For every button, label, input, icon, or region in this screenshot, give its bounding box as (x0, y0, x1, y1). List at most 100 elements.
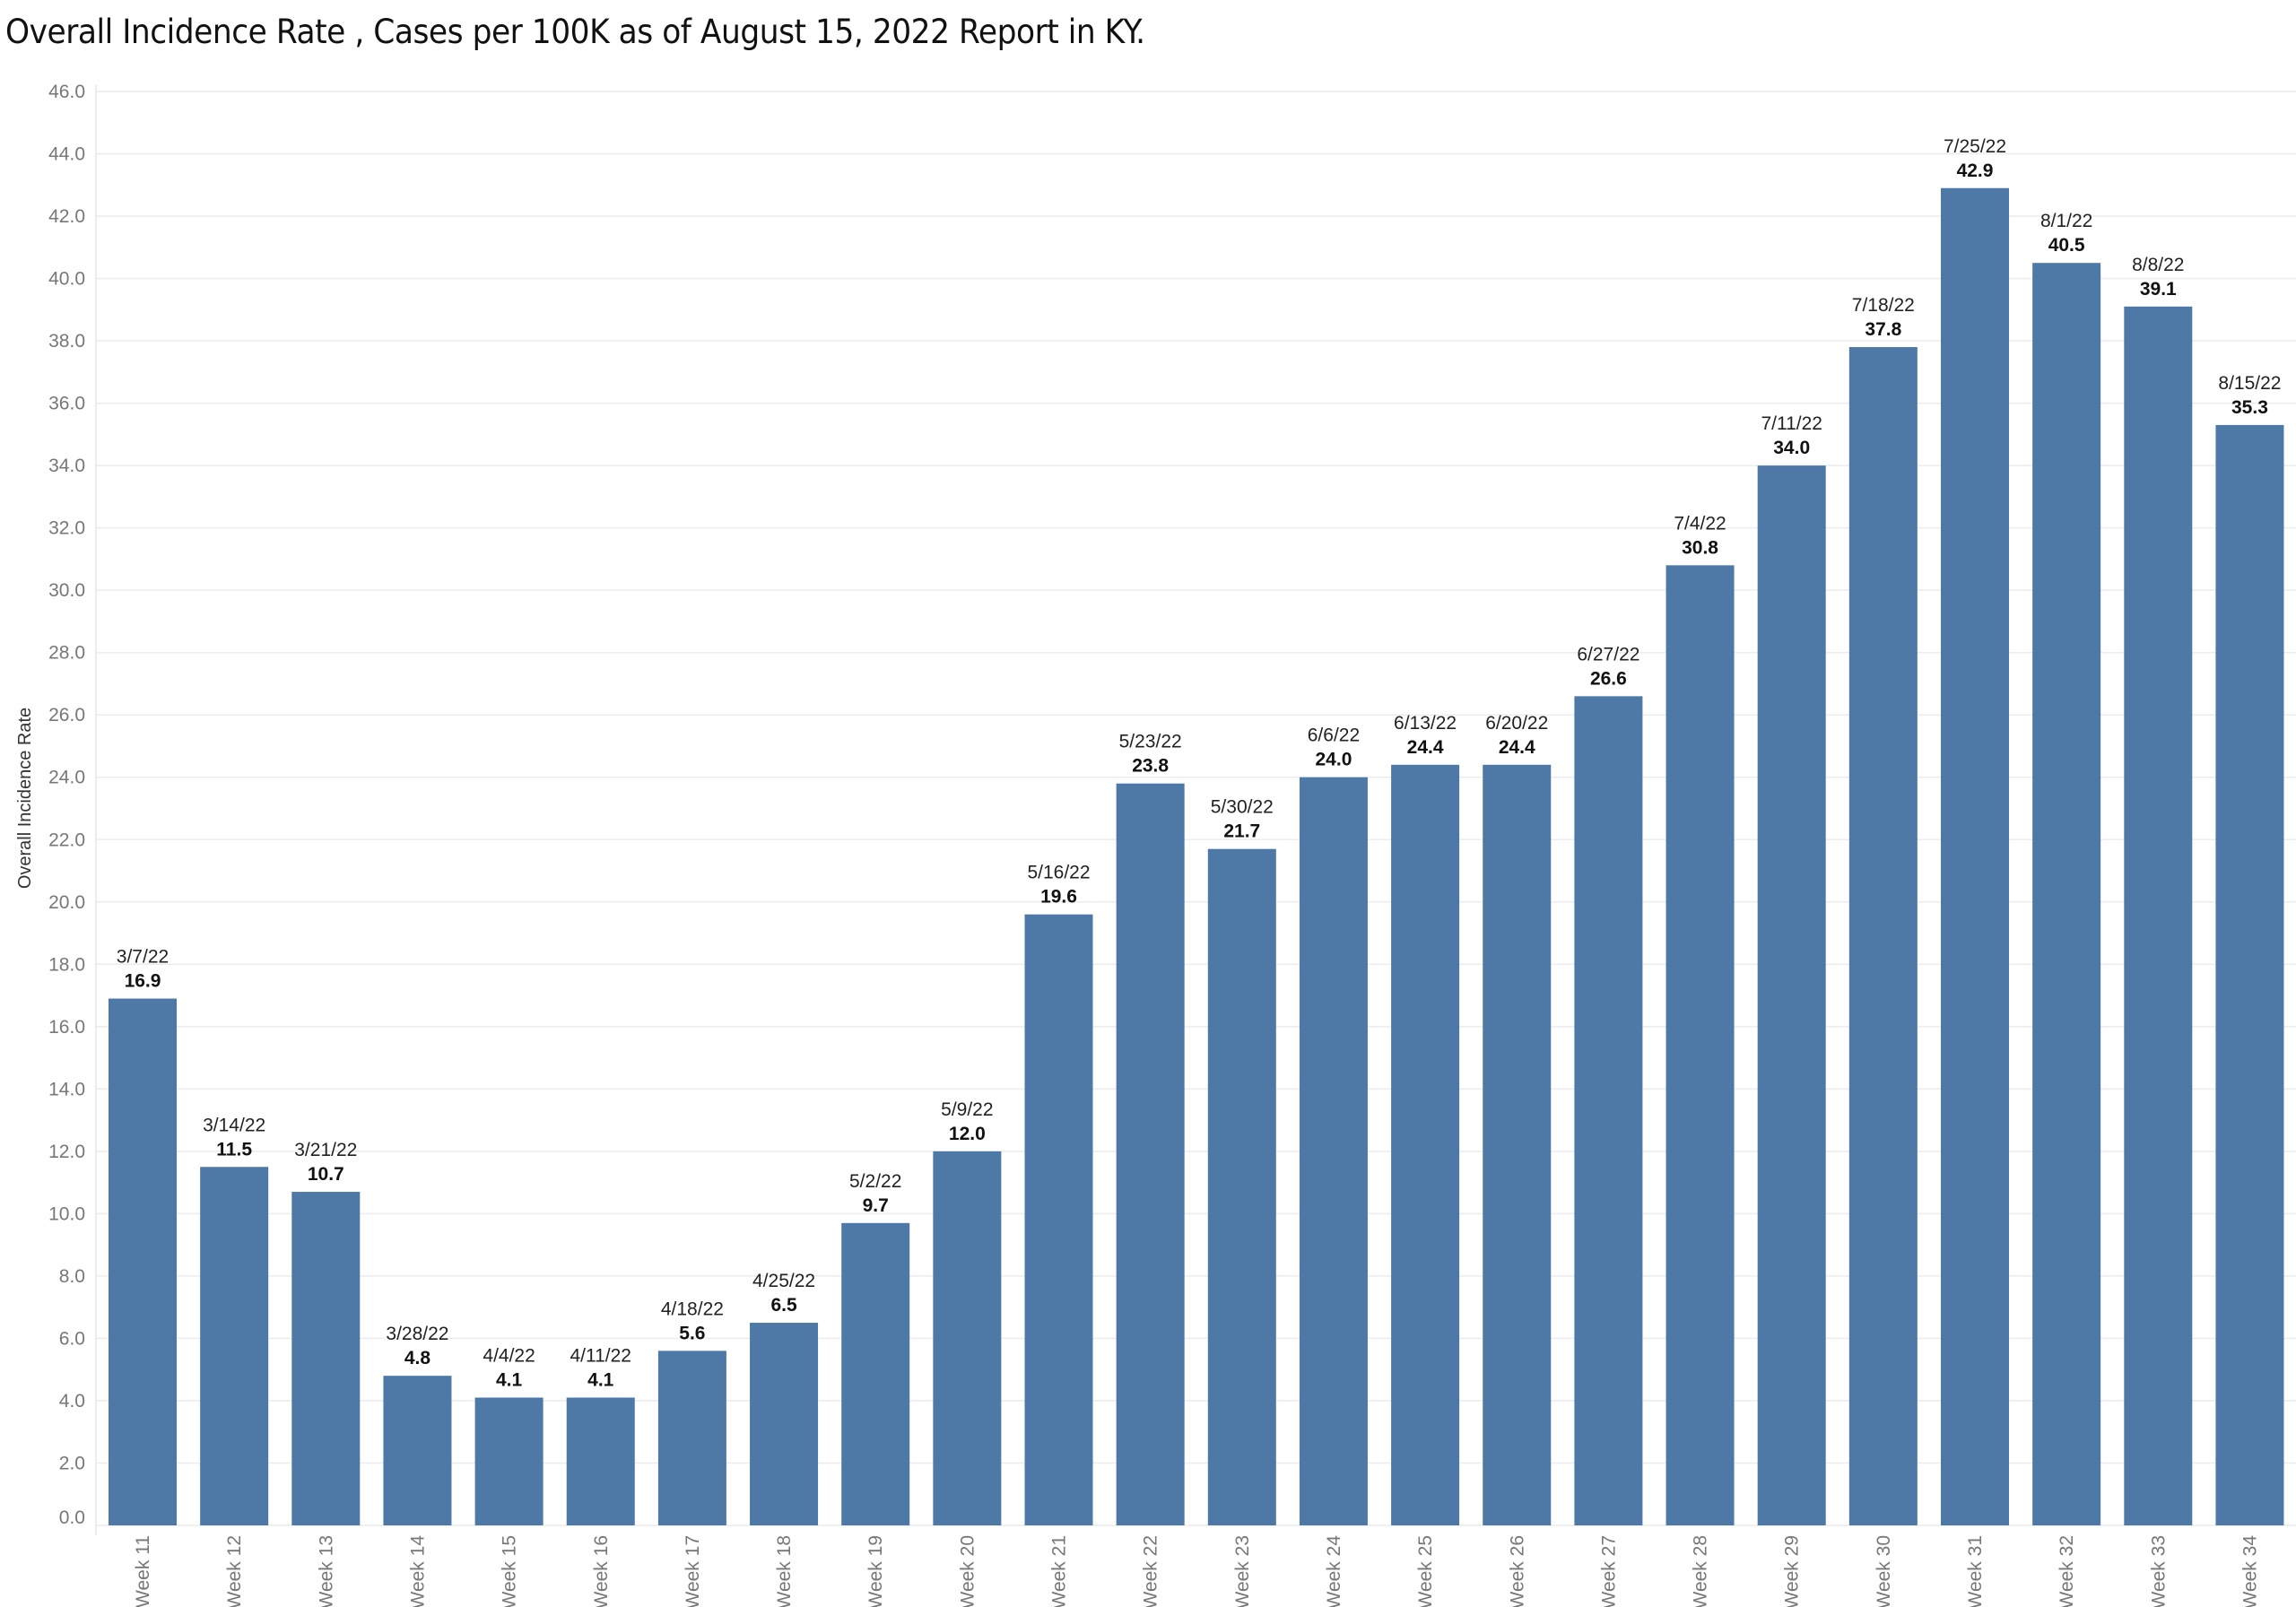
bar[interactable] (2032, 263, 2101, 1525)
bar-date-label: 6/13/22 (1394, 713, 1457, 734)
x-tick-label: Week 19 (865, 1535, 886, 1607)
y-tick-label: 28.0 (48, 643, 85, 664)
bar-date-label: 4/4/22 (483, 1345, 535, 1366)
bar[interactable] (1391, 764, 1460, 1525)
x-tick-label: Week 25 (1415, 1535, 1436, 1607)
x-tick-label: Week 17 (683, 1535, 703, 1607)
bar[interactable] (1665, 565, 1735, 1525)
bar-date-label: 5/30/22 (1211, 797, 1274, 818)
bar-date-label: 8/8/22 (2132, 255, 2184, 275)
data-labels: 3/7/22 16.9 3/14/22 11.5 3/21/22 10.7 3/28/22 4… (117, 136, 2282, 1391)
x-tick-label: Week 13 (316, 1535, 336, 1607)
y-tick-label: 0.0 (59, 1507, 85, 1528)
bar[interactable] (1116, 783, 1185, 1525)
y-tick-label: 30.0 (48, 580, 85, 601)
bar-value-label: 6.5 (770, 1295, 797, 1316)
bar-value-label: 4.1 (587, 1369, 614, 1390)
gridlines (96, 91, 2296, 1526)
x-tick-label: Week 28 (1691, 1535, 1711, 1607)
bar-date-label: 3/7/22 (117, 947, 169, 968)
bar-date-label: 6/6/22 (1308, 725, 1360, 746)
x-tick-label: Week 34 (2239, 1535, 2260, 1607)
bar[interactable] (383, 1376, 452, 1525)
bar[interactable] (566, 1397, 635, 1525)
bar-value-label: 23.8 (1132, 756, 1169, 777)
bar-date-label: 5/16/22 (1027, 863, 1090, 883)
y-tick-label: 46.0 (48, 82, 85, 102)
y-tick-label: 18.0 (48, 954, 85, 975)
bar-value-label: 16.9 (125, 971, 161, 992)
bar[interactable] (657, 1351, 726, 1525)
bar[interactable] (1483, 764, 1552, 1525)
x-tick-label: Week 18 (774, 1535, 795, 1607)
bar-value-label: 4.1 (496, 1369, 523, 1390)
bar[interactable] (1848, 347, 1918, 1526)
bar-date-label: 5/9/22 (941, 1099, 993, 1120)
bar[interactable] (1024, 914, 1093, 1525)
bar[interactable] (1941, 187, 2009, 1526)
bar-date-label: 3/14/22 (203, 1115, 265, 1135)
bar[interactable] (1757, 465, 1826, 1526)
bar-value-label: 24.4 (1499, 737, 1535, 758)
bar-value-label: 11.5 (216, 1139, 252, 1160)
bar[interactable] (2215, 424, 2284, 1526)
y-tick-label: 14.0 (48, 1079, 85, 1099)
y-tick-label: 10.0 (48, 1203, 85, 1224)
x-tick-label: Week 15 (500, 1535, 520, 1607)
y-tick-label: 20.0 (48, 892, 85, 913)
bar-date-label: 4/18/22 (661, 1299, 724, 1319)
bar[interactable] (291, 1192, 361, 1525)
x-tick-label: Week 16 (591, 1535, 612, 1607)
bar-value-label: 5.6 (679, 1323, 705, 1343)
bar-value-label: 10.7 (308, 1164, 344, 1185)
x-tick-label: Week 23 (1232, 1535, 1253, 1607)
y-tick-label: 6.0 (59, 1328, 85, 1349)
bar-date-label: 5/2/22 (849, 1171, 901, 1192)
bar[interactable] (1299, 777, 1368, 1525)
x-tick-label: Week 26 (1507, 1535, 1527, 1607)
x-tick-label: Week 27 (1598, 1535, 1619, 1607)
bar-value-label: 35.3 (2231, 397, 2268, 418)
bar-date-label: 7/18/22 (1852, 295, 1915, 316)
y-tick-label: 44.0 (48, 144, 85, 165)
bar[interactable] (1574, 696, 1643, 1525)
y-tick-label: 26.0 (48, 705, 85, 725)
y-axis-title: Overall Incidence Rate (15, 708, 35, 889)
x-tick-label: Week 32 (2057, 1535, 2077, 1607)
bar-value-label: 19.6 (1040, 887, 1077, 908)
chart-title: Overall Incidence Rate , Cases per 100K … (5, 13, 1145, 51)
bar-date-label: 4/25/22 (752, 1271, 815, 1291)
x-tick-label: Week 31 (1965, 1535, 1986, 1607)
x-tick-label: Week 11 (133, 1535, 153, 1607)
bar[interactable] (2124, 306, 2193, 1526)
bar-value-label: 12.0 (949, 1124, 986, 1144)
bar-date-label: 5/23/22 (1119, 732, 1182, 752)
y-tick-label: 8.0 (59, 1266, 85, 1287)
bar-value-label: 9.7 (863, 1195, 889, 1216)
bar-value-label: 4.8 (404, 1348, 431, 1368)
bar-date-label: 6/20/22 (1485, 713, 1548, 734)
bar[interactable] (109, 998, 177, 1525)
bar[interactable] (933, 1151, 1002, 1525)
bar[interactable] (841, 1222, 910, 1525)
bar-value-label: 21.7 (1223, 821, 1260, 842)
y-tick-label: 16.0 (48, 1017, 85, 1038)
x-tick-label: Week 24 (1324, 1535, 1344, 1607)
x-tick-label: Week 33 (2148, 1535, 2169, 1607)
bar-date-label: 3/28/22 (386, 1324, 448, 1344)
y-tick-label: 12.0 (48, 1142, 85, 1162)
bar-date-label: 8/15/22 (2218, 373, 2281, 394)
x-tick-label: Week 22 (1141, 1535, 1161, 1607)
y-tick-label: 40.0 (48, 269, 85, 290)
bar-value-label: 30.8 (1682, 537, 1718, 558)
bar[interactable] (200, 1167, 269, 1525)
y-tick-label: 32.0 (48, 518, 85, 539)
bar-value-label: 34.0 (1773, 438, 1810, 458)
bar-value-label: 26.6 (1590, 668, 1627, 689)
bar[interactable] (474, 1397, 544, 1525)
x-tick-label: Week 20 (957, 1535, 978, 1607)
y-tick-label: 2.0 (59, 1453, 85, 1473)
bar[interactable] (750, 1323, 819, 1525)
bar[interactable] (1207, 848, 1276, 1525)
x-tick-label: Week 12 (224, 1535, 245, 1607)
